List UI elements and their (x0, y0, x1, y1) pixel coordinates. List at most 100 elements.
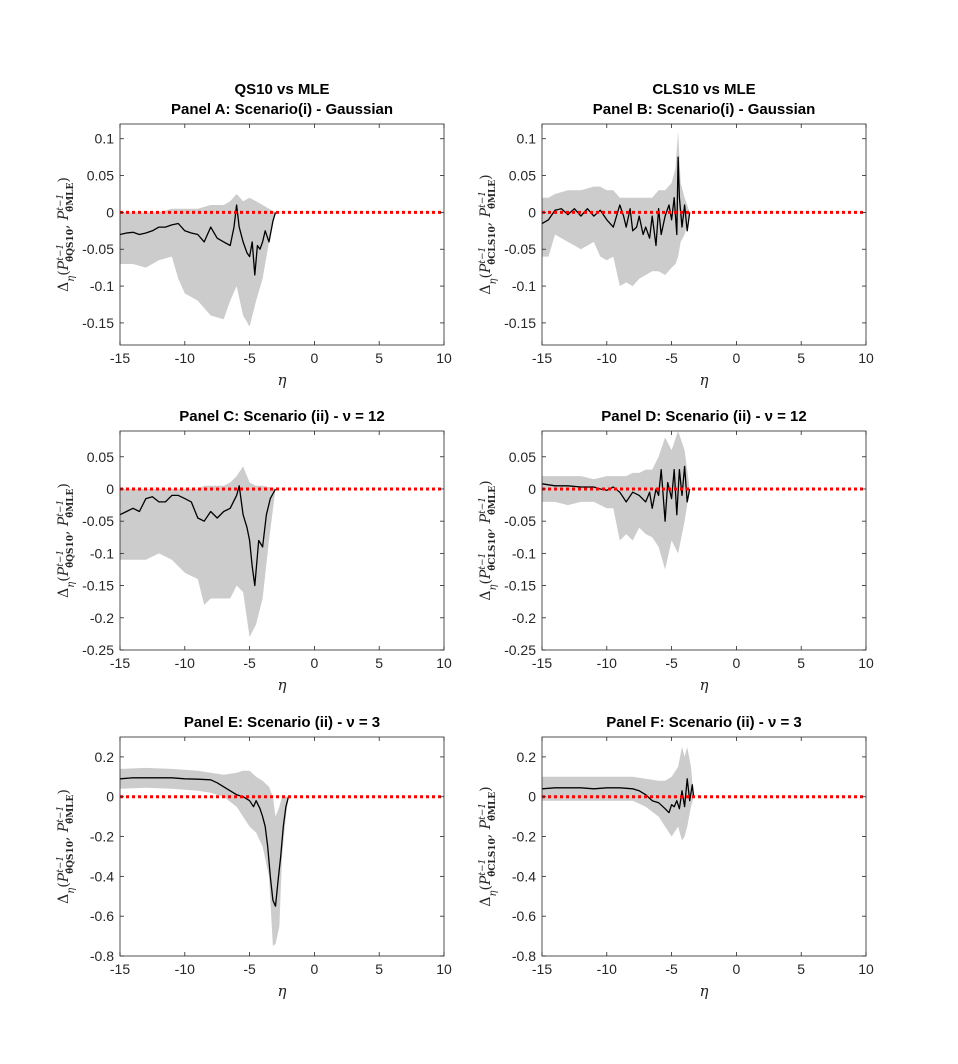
y-label-p1: P (56, 566, 72, 577)
y-label-open: ( (478, 885, 494, 890)
chart-panel-d: -15 -10 -5 0 5 10 0.05 0 -0.05 -0.1 -0.15 -0.2 -0.25… (478, 408, 874, 694)
y-label-p2: P (478, 207, 494, 218)
y-tick-label: -0.15 (504, 578, 536, 594)
y-label-sup1: t−1 (56, 550, 66, 567)
y-label-sup1: t−1 (56, 856, 66, 873)
x-tick-label: -10 (597, 655, 617, 671)
y-tick-label: 0.1 (517, 131, 537, 147)
x-tick-label: 0 (733, 350, 741, 366)
x-axis-label: η (278, 371, 287, 389)
y-tick-label: -0.2 (90, 610, 114, 626)
y-tick-label: 0 (106, 789, 114, 805)
y-label-sub1: θ̂QS10 (65, 841, 76, 874)
confidence-band (542, 747, 694, 841)
y-label-open: ( (478, 579, 494, 584)
y-label-comma: , (56, 832, 72, 841)
y-label-close: ) (56, 483, 72, 488)
y-label-comma: , (478, 829, 494, 838)
y-label-comma: , (56, 526, 72, 535)
x-tick-label: -15 (532, 655, 552, 671)
difference-line (542, 778, 695, 814)
x-tick-label: 0 (733, 655, 741, 671)
y-label-sup1: t−1 (478, 859, 488, 876)
chart-title: Panel E: Scenario (ii) - ν = 3 (184, 714, 380, 731)
x-tick-label: -15 (532, 961, 552, 977)
y-label-comma: , (478, 217, 494, 226)
chart-panel-e: -15 -10 -5 0 5 10 0.2 0 -0.2 -0.4 -0.6 -0.8 η Panel E… (56, 714, 452, 1000)
y-tick-label: -0.25 (504, 642, 536, 658)
y-label-p2: P (478, 513, 494, 524)
y-label-sup1: t−1 (478, 247, 488, 264)
y-label-sub1: θ̂QS10 (65, 535, 76, 568)
y-axis-label: Δη(Pt−1θ̂CLS10, Pt−1θ̂MLE) (478, 480, 499, 600)
confidence-band (120, 466, 276, 638)
y-label-comma: , (56, 220, 72, 229)
y-tick-label: 0 (106, 204, 114, 220)
y-label-p2: P (478, 819, 494, 830)
x-axis-label: η (700, 371, 709, 389)
chart-title: Panel C: Scenario (ii) - ν = 12 (179, 408, 385, 425)
chart-panel-f: -15 -10 -5 0 5 10 0.2 0 -0.2 -0.4 -0.6 -0.8 η Panel F… (478, 714, 874, 1000)
y-label-sub1: θ̂CLS10 (487, 226, 498, 265)
x-tick-label: 10 (858, 655, 874, 671)
y-label-sub2: θ̂MLE (487, 180, 498, 209)
y-tick-label: -0.6 (512, 908, 536, 924)
y-label-close: ) (478, 786, 494, 791)
chart-title: Panel A: Scenario(i) - Gaussian (171, 101, 393, 118)
x-tick-label: 0 (311, 655, 319, 671)
y-label-eta: η (488, 891, 499, 897)
y-label-sub1: θ̂CLS10 (487, 838, 498, 877)
difference-line (120, 485, 277, 587)
y-tick-label: 0 (106, 481, 114, 497)
x-tick-label: -15 (110, 350, 130, 366)
y-label-eta: η (488, 585, 499, 591)
confidence-band (542, 131, 690, 287)
x-axis-label: η (278, 982, 287, 1000)
y-tick-label: -0.15 (504, 315, 536, 331)
y-label-open: ( (478, 273, 494, 278)
x-tick-label: 0 (311, 961, 319, 977)
y-label-p1: P (56, 260, 72, 271)
y-label-open: ( (56, 576, 72, 581)
y-tick-label: 0 (528, 481, 536, 497)
axes-box (119, 123, 445, 346)
plot-area (542, 747, 866, 841)
x-tick-label: -5 (665, 655, 678, 671)
difference-line (120, 777, 290, 907)
y-label-open: ( (56, 270, 72, 275)
plot-area (542, 131, 866, 287)
y-tick-label: -0.15 (82, 315, 114, 331)
y-tick-label: -0.25 (82, 642, 114, 658)
plot-area (542, 431, 866, 570)
chart-panel-b: -15 -10 -5 0 5 10 0.1 0.05 0 -0.05 -0.1 -0.15 η CLS10… (478, 81, 874, 389)
y-tick-label: 0.2 (517, 749, 537, 765)
y-tick-label: -0.2 (90, 829, 114, 845)
y-label-sub2: θ̂MLE (65, 183, 76, 212)
y-label-sup1: t−1 (56, 244, 66, 261)
x-tick-label: -15 (532, 350, 552, 366)
y-label-sub2: θ̂MLE (487, 486, 498, 515)
y-label-p1: P (478, 263, 494, 274)
plot-area (120, 466, 444, 638)
y-label-sub2: θ̂MLE (65, 795, 76, 824)
x-tick-label: 0 (311, 350, 319, 366)
x-tick-label: -15 (110, 655, 130, 671)
y-label-sup2: t−1 (478, 497, 488, 514)
x-tick-label: -10 (597, 350, 617, 366)
x-tick-label: 5 (797, 350, 805, 366)
axes-box (541, 430, 867, 651)
y-tick-label: -0.6 (90, 908, 114, 924)
y-tick-label: -0.4 (90, 868, 114, 884)
y-tick-label: 0 (528, 204, 536, 220)
y-tick-label: 0.05 (87, 168, 114, 184)
y-tick-label: -0.1 (90, 278, 114, 294)
x-tick-label: -5 (243, 655, 256, 671)
x-tick-label: 5 (375, 655, 383, 671)
axes-box (541, 123, 867, 346)
axes-box (119, 430, 445, 651)
y-label-p2: P (56, 516, 72, 527)
y-label-sub2: θ̂MLE (487, 792, 498, 821)
y-label-sup2: t−1 (56, 806, 66, 823)
y-label-sub1: θ̂QS10 (65, 229, 76, 262)
